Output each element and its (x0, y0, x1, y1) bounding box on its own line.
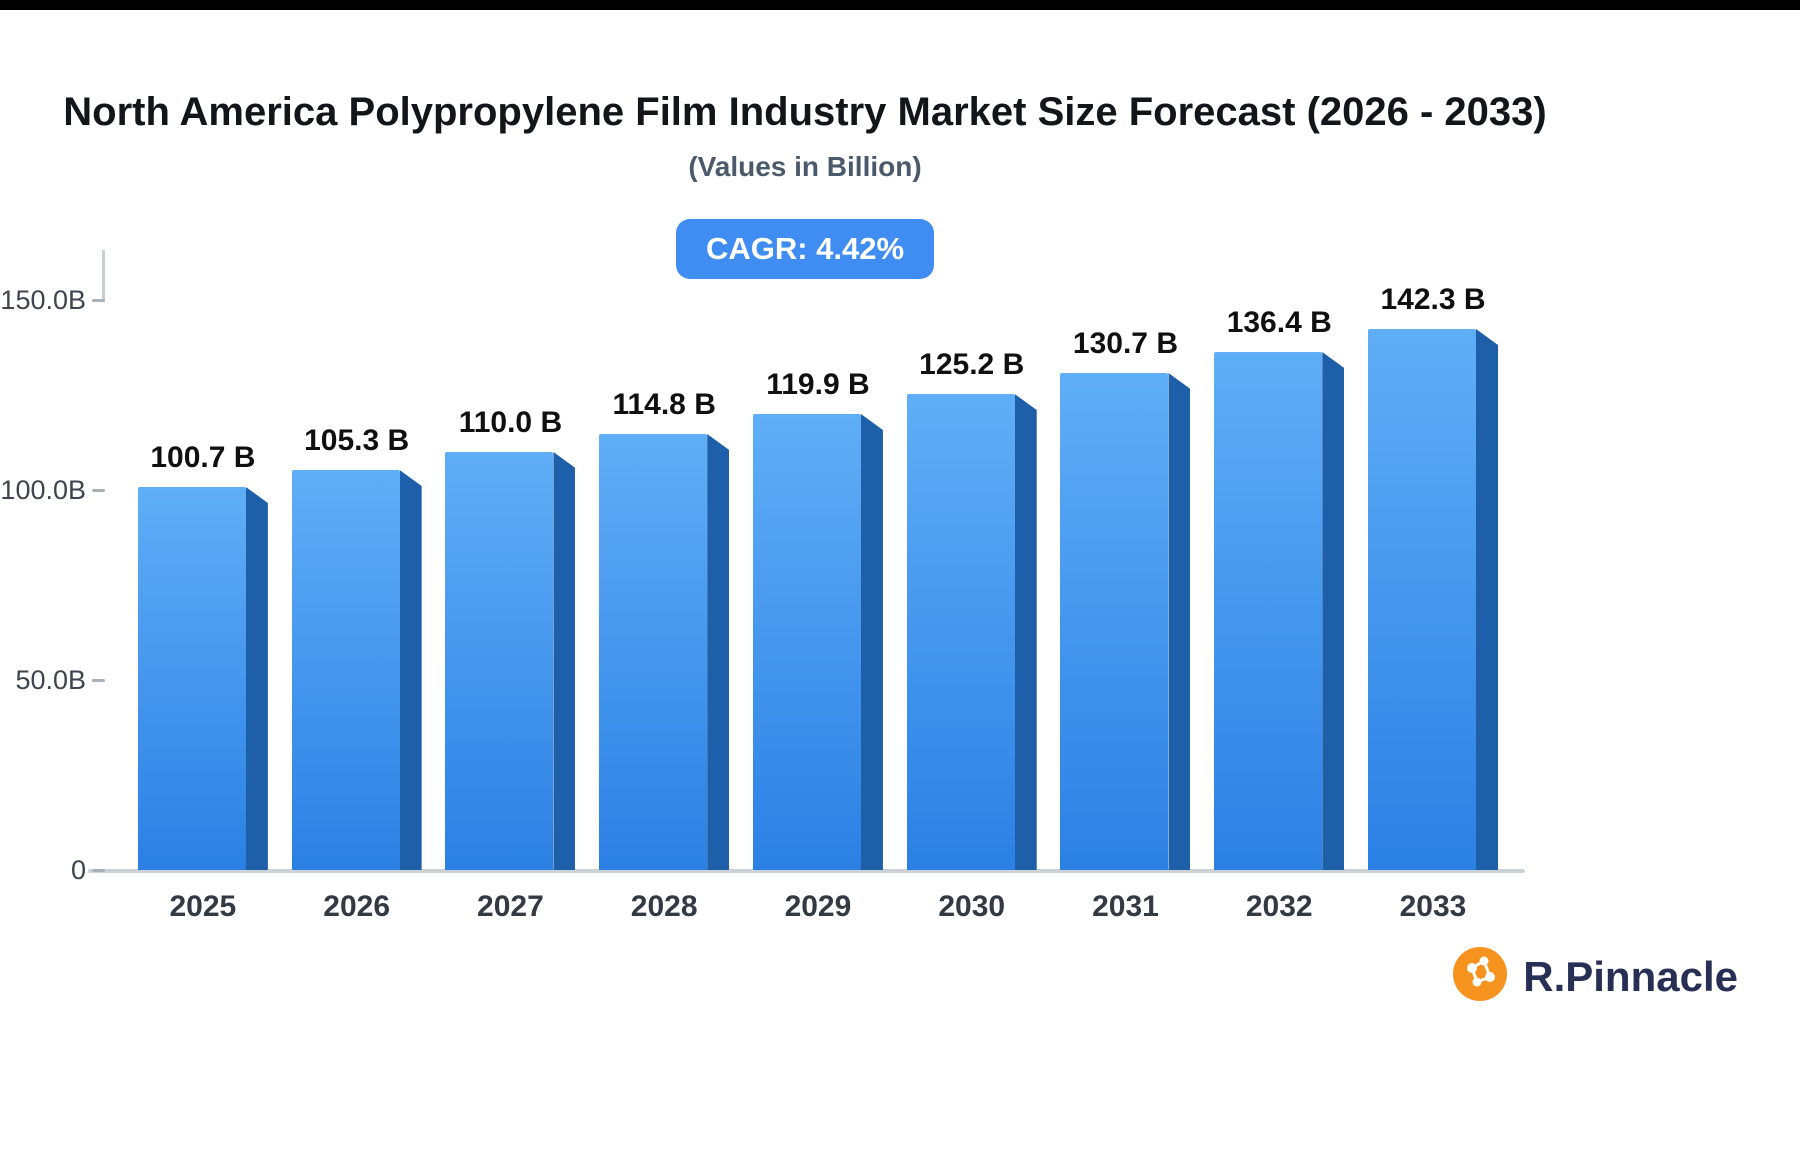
chart-header: North America Polypropylene Film Industr… (0, 10, 1610, 279)
page-title: North America Polypropylene Film Industr… (63, 90, 1547, 134)
x-axis-label: 2028 (630, 890, 698, 923)
bar-value-label: 114.8 B (612, 388, 716, 421)
page-subtitle: (Values in Billion) (688, 151, 922, 182)
bar (1368, 329, 1476, 870)
x-axis-label: 2031 (1092, 890, 1159, 923)
logo-text: R.Pinnacle (1523, 952, 1738, 1000)
bar-side (860, 414, 883, 870)
bar (1060, 373, 1169, 870)
bar (752, 414, 861, 870)
bar-side (245, 487, 268, 870)
x-axis-label: 2032 (1245, 890, 1313, 923)
bar (1214, 352, 1323, 870)
bar-value-label: 125.2 B (919, 348, 1025, 381)
x-axis-label: 2025 (169, 890, 237, 923)
y-tick-dash (92, 679, 105, 682)
bar-group: 114.8 B 2028 (599, 388, 730, 923)
bar (137, 487, 246, 870)
y-tick-dash (92, 869, 105, 872)
bar-group: 119.9 B 2029 (752, 368, 883, 923)
bar-group: 130.7 B 2031 (1060, 327, 1191, 923)
bars-container: 100.7 B 2025 105.3 B 2026 110.0 B 2027 114.8 B… (126, 283, 1510, 923)
bar-side (553, 452, 576, 870)
x-axis-label: 2027 (477, 890, 544, 923)
bar-value-label: 110.0 B (458, 406, 563, 439)
bar-value-label: 136.4 B (1226, 306, 1332, 339)
top-strip (0, 0, 1800, 10)
bar-group: 105.3 B 2026 (291, 424, 422, 923)
x-axis-label: 2029 (784, 890, 852, 923)
y-tick-label: 0 (70, 855, 86, 885)
y-axis-line (102, 250, 105, 302)
bar-value-label: 100.7 B (150, 441, 256, 474)
bar-value-label: 105.3 B (304, 424, 410, 457)
x-axis-label: 2030 (938, 890, 1006, 923)
y-tick-label: 100.0B (0, 475, 86, 505)
bar-value-label: 119.9 B (766, 368, 870, 401)
bar-group: 142.3 B 2033 (1368, 283, 1498, 923)
bar-side (1322, 352, 1345, 870)
bar-group: 100.7 B 2025 (137, 441, 268, 923)
bar-side (1168, 373, 1191, 870)
x-axis-label: 2026 (323, 890, 391, 923)
bar-group: 125.2 B 2030 (906, 348, 1037, 923)
cagr-badge: CAGR: 4.42% (675, 219, 935, 279)
y-tick-label: 50.0B (15, 665, 86, 695)
bar (599, 434, 708, 870)
bar (291, 470, 400, 870)
bar (445, 452, 554, 870)
bar-side (707, 434, 730, 870)
bar-side (399, 470, 422, 870)
y-tick-dash (92, 489, 105, 492)
x-axis-baseline (88, 869, 1525, 873)
bar (906, 394, 1015, 870)
network-icon (1451, 945, 1509, 1008)
y-tick-label: 150.0B (0, 285, 86, 315)
bar-group: 136.4 B 2032 (1214, 306, 1345, 923)
x-axis-label: 2033 (1399, 890, 1467, 923)
bar-group: 110.0 B 2027 (445, 406, 576, 923)
y-tick-dash (92, 299, 105, 302)
bar-side (1014, 394, 1037, 870)
bar-side (1476, 329, 1498, 870)
brand-logo: R.Pinnacle (1451, 945, 1738, 1008)
bar-value-label: 142.3 B (1380, 283, 1486, 316)
chart-region: 100.7 B 2025 105.3 B 2026 110.0 B 2027 114.8 B… (0, 283, 1800, 923)
bar-value-label: 130.7 B (1072, 327, 1178, 360)
